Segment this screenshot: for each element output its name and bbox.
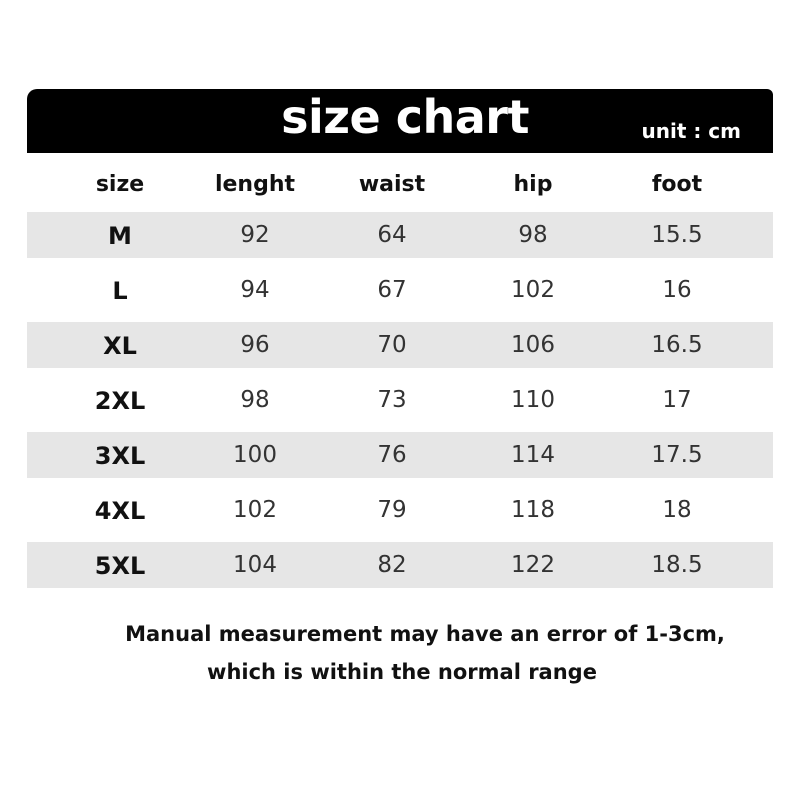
table-row: L 94 67 102 16	[27, 267, 773, 313]
hip-cell: 122	[511, 552, 555, 578]
table-row: 5XL 104 82 122 18.5	[27, 542, 773, 588]
size-cell: M	[108, 222, 132, 250]
lenght-cell: 94	[240, 277, 270, 303]
note-line-1: Manual measurement may have an error of …	[125, 622, 725, 646]
hip-cell: 98	[518, 222, 548, 248]
size-cell: L	[112, 277, 128, 305]
column-header-foot: foot	[651, 172, 703, 197]
lenght-cell: 104	[233, 552, 277, 578]
waist-cell: 67	[377, 277, 407, 303]
lenght-cell: 100	[233, 442, 277, 468]
column-header-size: size	[95, 172, 145, 197]
hip-cell: 114	[511, 442, 555, 468]
waist-cell: 70	[377, 332, 407, 358]
foot-cell: 16.5	[651, 332, 703, 358]
column-header-lenght: lenght	[214, 172, 296, 197]
foot-cell: 18	[662, 497, 692, 523]
chart-title: size chart	[281, 90, 529, 144]
size-cell: 4XL	[94, 497, 146, 525]
column-header-hip: hip	[513, 172, 553, 197]
lenght-cell: 96	[240, 332, 270, 358]
hip-cell: 106	[511, 332, 555, 358]
table-row: XL 96 70 106 16.5	[27, 322, 773, 368]
lenght-cell: 98	[240, 387, 270, 413]
table-row: 2XL 98 73 110 17	[27, 377, 773, 423]
waist-cell: 73	[377, 387, 407, 413]
size-cell: XL	[103, 332, 137, 360]
hip-cell: 118	[511, 497, 555, 523]
table-row: 4XL 102 79 118 18	[27, 487, 773, 533]
unit-label: unit : cm	[641, 119, 741, 143]
waist-cell: 64	[377, 222, 407, 248]
waist-cell: 76	[377, 442, 407, 468]
chart-header: size chart unit : cm	[27, 89, 773, 153]
size-cell: 2XL	[94, 387, 146, 415]
table-row: 3XL 100 76 114 17.5	[27, 432, 773, 478]
foot-cell: 16	[662, 277, 692, 303]
foot-cell: 17	[662, 387, 692, 413]
size-cell: 5XL	[94, 552, 146, 580]
foot-cell: 15.5	[651, 222, 703, 248]
hip-cell: 102	[511, 277, 555, 303]
waist-cell: 79	[377, 497, 407, 523]
waist-cell: 82	[377, 552, 407, 578]
column-header-waist: waist	[358, 172, 426, 197]
foot-cell: 18.5	[651, 552, 703, 578]
foot-cell: 17.5	[651, 442, 703, 468]
lenght-cell: 102	[233, 497, 277, 523]
size-cell: 3XL	[94, 442, 146, 470]
hip-cell: 110	[511, 387, 555, 413]
table-row: M 92 64 98 15.5	[27, 212, 773, 258]
lenght-cell: 92	[240, 222, 270, 248]
note-line-2: which is within the normal range	[207, 660, 597, 684]
